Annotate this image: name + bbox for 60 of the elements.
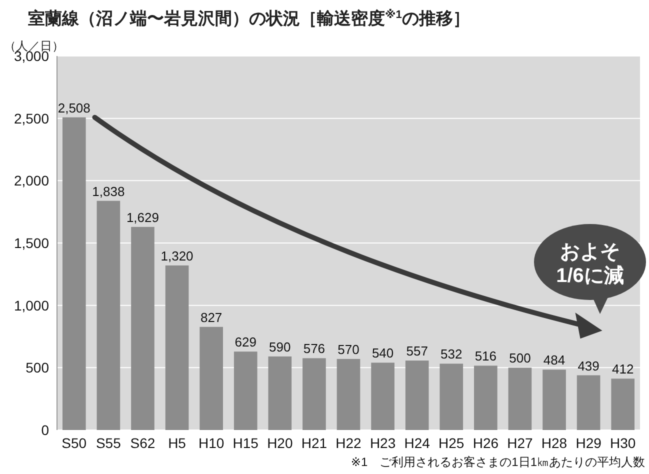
data-label: 557 [406,344,428,359]
x-tick-label: H27 [507,435,534,451]
data-label: 439 [578,358,600,374]
bar [508,368,532,430]
data-label: 1,629 [126,210,160,225]
data-label: 532 [440,346,462,362]
chart-title: 室蘭線（沼ノ端〜岩見沢間）の状況［輸送密度$^{※1}$の推移］ [28,8,470,28]
bar [302,358,326,430]
y-tick-label: 2,000 [14,172,50,189]
data-label: 2,508 [58,100,90,116]
x-tick-label: H21 [301,435,328,451]
bar [542,370,566,430]
x-tick-label: H26 [472,435,499,451]
text: ※1 ご利用されるお客さまの1日1㎞あたりの平均人数 [350,455,645,469]
bar [96,200,120,430]
y-tick-label: 1,500 [14,235,50,251]
data-label: 412 [612,362,634,377]
bar [371,362,394,430]
data-label: 570 [338,342,360,357]
y-tick-label: 0 [41,422,50,438]
data-label: 1,320 [160,248,194,264]
bar [336,358,360,430]
data-label: 1,838 [92,184,125,199]
bar [234,352,258,430]
annotation: およそ 1/6に減 [556,241,624,287]
x-tick-label: H29 [576,435,602,451]
y-tick-label: 2,500 [14,110,50,126]
data-label: 629 [234,334,256,350]
bar [200,326,223,430]
x-tick-label: S50 [62,435,87,451]
x-tick-label: H5 [168,435,186,451]
y-tick-label: 500 [26,360,50,376]
data-label: 484 [543,352,566,368]
bar [611,378,635,430]
x-tick-label: S62 [130,435,156,451]
data-label: 576 [303,341,326,356]
data-label: 540 [372,346,394,361]
y-tick-label: 1,000 [14,297,50,314]
x-tick-label: S55 [96,435,122,451]
bar [131,226,154,430]
data-label: 516 [474,348,497,364]
x-tick-label: H20 [267,435,293,451]
x-tick-label: H25 [438,435,464,451]
data-label: 590 [269,339,291,354]
x-tick-label: H22 [336,435,362,451]
x-tick-label: H10 [198,435,224,451]
bar [268,356,292,430]
bar [405,360,429,430]
data-label: 500 [509,350,531,366]
bar [62,117,86,430]
bar [165,265,189,430]
x-tick-label: H28 [541,435,568,451]
x-tick-label: H23 [370,435,396,451]
bar [474,366,498,430]
data-label: 827 [200,310,222,325]
x-tick-label: H15 [232,435,259,451]
bar [576,375,600,430]
x-tick-label: H24 [404,435,430,451]
bar [440,364,464,430]
x-tick-label: H30 [610,435,636,451]
